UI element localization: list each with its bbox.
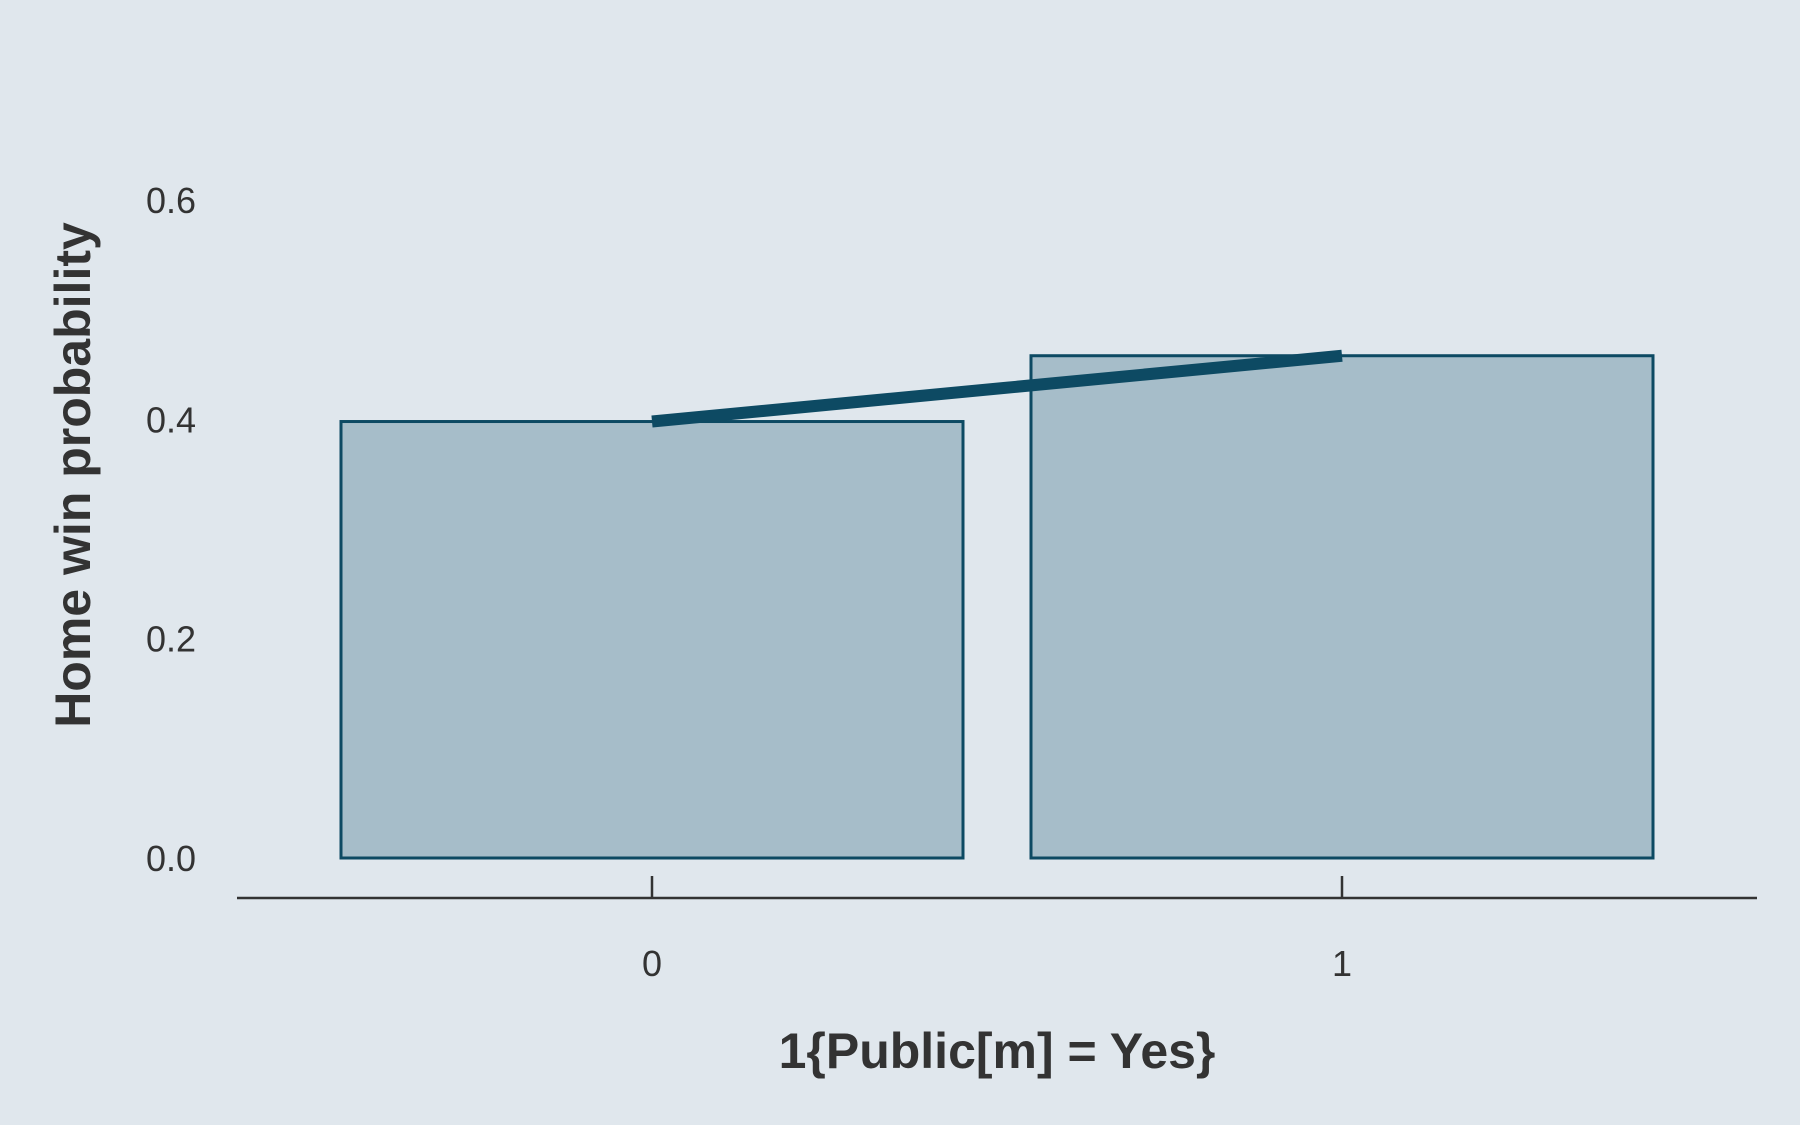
trend-line	[651, 349, 1343, 428]
x-tick-label-0: 0	[642, 943, 662, 984]
bar-1	[1029, 354, 1655, 860]
y-tick-label-0.0: 0.0	[146, 838, 196, 879]
bars	[339, 354, 1655, 860]
x-axis-title: 1{Public[m] = Yes}	[779, 1023, 1216, 1079]
y-tick-label-0.4: 0.4	[146, 399, 196, 440]
bar-0	[339, 420, 965, 860]
line-layer	[651, 349, 1343, 428]
x-tick-label-1: 1	[1332, 943, 1352, 984]
y-axis-title: Home win probability	[45, 222, 101, 728]
y-tick-label-0.6: 0.6	[146, 180, 196, 221]
y-tick-label-0.2: 0.2	[146, 619, 196, 660]
y-ticks: 0.0 0.2 0.4 0.6	[146, 180, 196, 879]
